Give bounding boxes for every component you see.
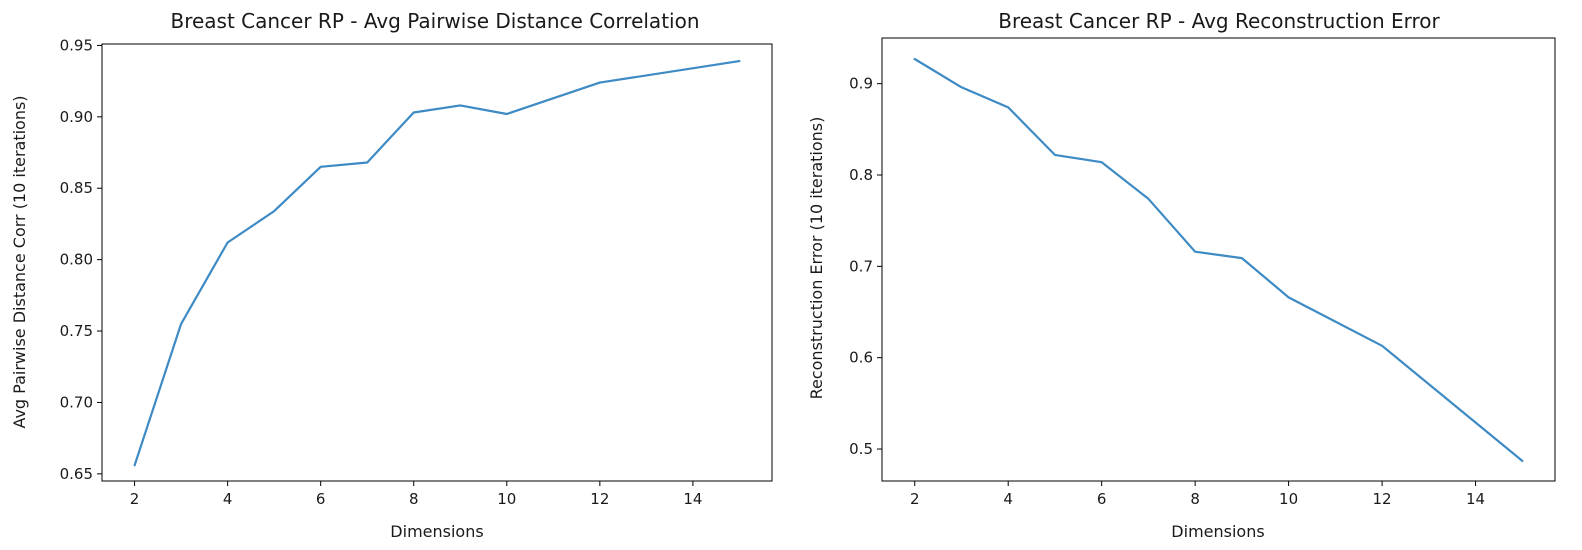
y-tick-label: 0.9 (849, 75, 873, 93)
chart-pairwise-distance-correlation: Breast Cancer RP - Avg Pairwise Distance… (10, 9, 773, 541)
x-tick-label: 6 (1097, 490, 1107, 508)
series-line (133, 59, 741, 467)
y-tick-label: 0.7 (849, 257, 873, 275)
y-tick-label: 0.70 (60, 393, 93, 411)
x-axis-label: Dimensions (390, 522, 483, 541)
series-group (913, 57, 1524, 462)
chart-title: Breast Cancer RP - Avg Reconstruction Er… (998, 9, 1440, 33)
series-group (133, 59, 741, 467)
y-tick-label: 0.6 (849, 349, 873, 367)
y-tick-label: 0.75 (60, 322, 93, 340)
x-axis-label: Dimensions (1171, 522, 1264, 541)
y-tick-label: 0.5 (849, 440, 873, 458)
axis-ticks: 2 4 6 8 10 12 14 0.65 0.70 0.75 0.80 0.85 0.90 0.95 (60, 36, 703, 508)
axis-ticks: 2 4 6 8 10 12 14 0.5 0.6 0.7 0.8 0.9 (849, 75, 1485, 508)
x-tick-label: 14 (1466, 490, 1485, 508)
y-tick-label: 0.85 (60, 179, 93, 197)
x-tick-label: 12 (590, 490, 609, 508)
plot-frame (101, 43, 773, 482)
x-tick-label: 10 (497, 490, 516, 508)
y-tick-label: 0.8 (849, 166, 873, 184)
y-tick-label: 0.65 (60, 465, 93, 483)
x-tick-label: 6 (316, 490, 326, 508)
x-tick-label: 2 (910, 490, 920, 508)
y-axis-label: Avg Pairwise Distance Corr (10 iteration… (10, 95, 29, 428)
x-tick-label: 8 (1190, 490, 1200, 508)
x-tick-label: 4 (1003, 490, 1013, 508)
chart-title: Breast Cancer RP - Avg Pairwise Distance… (170, 9, 699, 33)
chart-reconstruction-error: Breast Cancer RP - Avg Reconstruction Er… (807, 9, 1556, 541)
y-tick-label: 0.90 (60, 108, 93, 126)
x-tick-label: 8 (409, 490, 419, 508)
y-tick-label: 0.80 (60, 251, 93, 269)
series-line (913, 57, 1524, 462)
x-tick-label: 14 (683, 490, 702, 508)
x-tick-label: 10 (1279, 490, 1298, 508)
x-tick-label: 2 (130, 490, 140, 508)
plot-frame (881, 37, 1556, 482)
x-tick-label: 12 (1373, 490, 1392, 508)
y-axis-label: Reconstruction Error (10 iterations) (807, 117, 826, 400)
y-tick-label: 0.95 (60, 36, 93, 54)
x-tick-label: 4 (223, 490, 233, 508)
